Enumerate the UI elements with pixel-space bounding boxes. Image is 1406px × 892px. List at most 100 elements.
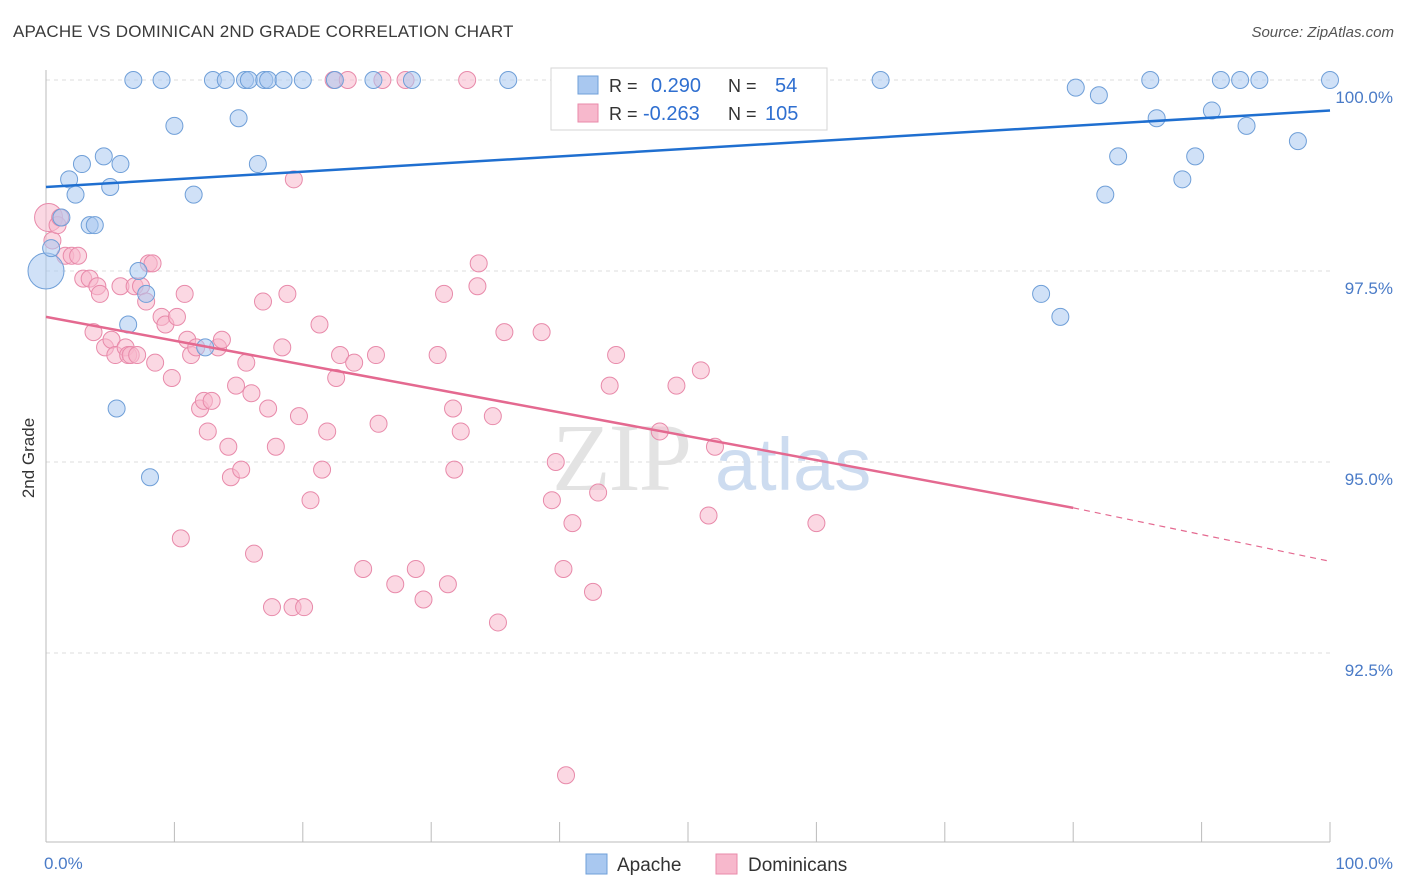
apache-point bbox=[1147, 109, 1166, 128]
dominican-point bbox=[667, 376, 686, 395]
apache-point bbox=[499, 71, 518, 89]
dominican-point bbox=[563, 514, 582, 533]
dominican-point bbox=[468, 277, 487, 296]
dominican-point bbox=[354, 559, 373, 578]
apache-point bbox=[72, 155, 91, 174]
dominican-point bbox=[84, 323, 103, 342]
dominican-point bbox=[438, 575, 457, 594]
dominican-point bbox=[699, 506, 718, 525]
apache-point bbox=[1066, 78, 1085, 97]
y-tick-label: 92.5% bbox=[1345, 661, 1393, 680]
dominican-point bbox=[301, 491, 320, 510]
legend-bottom-dominican-swatch bbox=[715, 853, 738, 875]
dominican-point bbox=[458, 71, 477, 89]
dominican-point bbox=[583, 582, 602, 601]
x-tick-label: 100.0% bbox=[1335, 854, 1393, 873]
watermark: ZIP atlas bbox=[552, 404, 871, 511]
apache-point bbox=[137, 284, 156, 303]
dominican-point bbox=[495, 323, 514, 342]
apache-point bbox=[1141, 71, 1160, 89]
dominican-point bbox=[414, 590, 433, 609]
apache-point bbox=[1032, 284, 1051, 303]
dominican-point bbox=[143, 254, 162, 273]
apache-point bbox=[1173, 170, 1192, 189]
apache-point bbox=[293, 71, 312, 89]
legend-apache-swatch bbox=[577, 75, 599, 95]
dominican-point bbox=[295, 598, 314, 617]
axis-layer: 2nd Grade bbox=[19, 70, 1331, 843]
dominican-point bbox=[273, 338, 292, 357]
apache-point bbox=[1109, 147, 1128, 166]
x-tick-label: 0.0% bbox=[44, 854, 83, 873]
dominican-point bbox=[807, 514, 826, 533]
apache-point bbox=[60, 170, 79, 189]
apache-point bbox=[1237, 116, 1256, 135]
dominican-point bbox=[171, 529, 190, 548]
dominican-point bbox=[483, 407, 502, 426]
dominican-point bbox=[245, 544, 264, 563]
apache-point bbox=[107, 399, 126, 418]
dominican-point bbox=[331, 346, 350, 365]
legend-apache-n-value: 54 bbox=[775, 75, 797, 97]
dominican-point bbox=[202, 391, 221, 410]
y-tick-label: 100.0% bbox=[1335, 88, 1393, 107]
dominican-point bbox=[607, 346, 626, 365]
dominican-point bbox=[237, 353, 256, 372]
apache-point bbox=[402, 71, 421, 89]
apache-point bbox=[42, 239, 61, 258]
dominican-point bbox=[289, 407, 308, 426]
dominican-point bbox=[546, 453, 565, 471]
chart-source: Source: ZipAtlas.com bbox=[1251, 24, 1394, 41]
dominican-point bbox=[69, 246, 88, 265]
apache-point bbox=[1321, 71, 1339, 89]
legend-dominican-r-label: R = bbox=[609, 104, 638, 124]
legend-bottom-apache-label: Apache bbox=[617, 855, 681, 876]
dominican-point bbox=[318, 422, 337, 441]
dominican-point bbox=[469, 254, 488, 273]
dominican-point bbox=[128, 346, 147, 365]
apache-point bbox=[124, 71, 143, 89]
apache-point bbox=[66, 185, 85, 204]
apache-point bbox=[129, 262, 148, 280]
y-tick-label: 95.0% bbox=[1345, 470, 1393, 489]
apache-point bbox=[165, 116, 184, 135]
y-axis-title: 2nd Grade bbox=[19, 418, 38, 498]
apache-point bbox=[1202, 101, 1221, 120]
dominican-point bbox=[90, 284, 109, 303]
dominican-trend-line bbox=[45, 315, 1074, 510]
legend-apache-r-value: 0.290 bbox=[651, 75, 701, 97]
dominican-point bbox=[451, 422, 470, 441]
dominican-point bbox=[406, 559, 425, 578]
apache-point bbox=[1288, 132, 1307, 151]
apache-point bbox=[1051, 307, 1070, 326]
dominican-point bbox=[327, 368, 346, 387]
apache-point bbox=[871, 71, 890, 89]
apache-point bbox=[325, 71, 344, 89]
chart-title: APACHE VS DOMINICAN 2ND GRADE CORRELATIO… bbox=[13, 22, 514, 41]
legend-bottom-dominican-label: Dominicans bbox=[748, 855, 847, 876]
dominican-point bbox=[146, 353, 165, 372]
dominican-point bbox=[435, 284, 454, 303]
apache-point bbox=[1211, 71, 1230, 89]
dominican-point bbox=[232, 460, 251, 479]
apache-point bbox=[52, 208, 71, 227]
dominican-point bbox=[212, 330, 231, 349]
dominican-point bbox=[488, 613, 507, 632]
legend-apache-n-label: N = bbox=[728, 76, 757, 96]
apache-point bbox=[274, 71, 293, 89]
tick-label-layer: 100.0% 97.5% 95.0% 92.5% 0.0% 100.0% bbox=[44, 88, 1393, 873]
apache-point bbox=[259, 71, 278, 89]
apache-point bbox=[94, 147, 113, 166]
dominican-point bbox=[162, 368, 181, 387]
apache-point bbox=[111, 155, 130, 174]
points-layer bbox=[27, 71, 1339, 785]
legend-bottom-apache-swatch bbox=[585, 853, 608, 875]
dominican-point bbox=[259, 399, 278, 418]
dominican-point bbox=[600, 376, 619, 395]
dominican-point bbox=[386, 575, 405, 594]
dominican-trend-extension bbox=[1073, 507, 1331, 562]
y-tick-label: 97.5% bbox=[1345, 279, 1393, 298]
dominican-point bbox=[253, 292, 272, 311]
apache-point bbox=[1096, 185, 1115, 204]
